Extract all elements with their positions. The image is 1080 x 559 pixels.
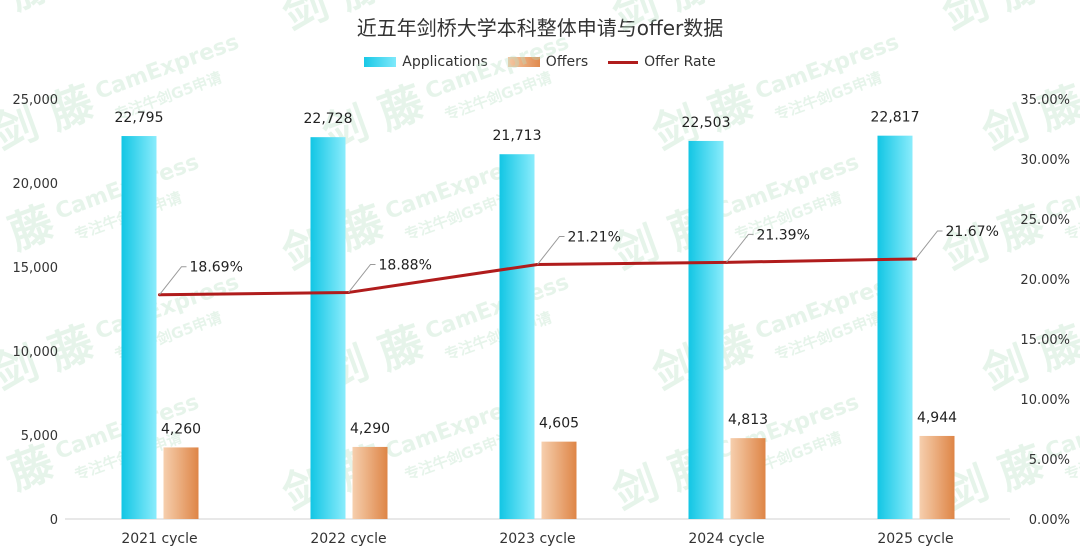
right-axis-tick-label: 35.00%: [1020, 93, 1070, 108]
data-label-offer-rate: 21.39%: [757, 227, 810, 243]
watermark-brand: 剑 藤: [936, 0, 1051, 40]
offer-rate-leader-line: [915, 230, 943, 260]
bar-applications: [310, 137, 346, 519]
data-label-offers: 4,290: [350, 421, 390, 437]
watermark-tagline: 专注牛剑G5申请: [72, 0, 184, 4]
left-axis-tick-label: 15,000: [13, 261, 59, 276]
legend-label-applications: Applications: [402, 54, 488, 70]
offer-rate-leader-line: [537, 235, 565, 265]
left-axis-tick-label: 25,000: [13, 93, 59, 108]
data-label-offer-rate: 18.88%: [379, 257, 432, 273]
x-axis-category-label: 2024 cycle: [688, 531, 764, 547]
legend-swatch-applications: [364, 57, 397, 67]
left-axis-tick-label: 5,000: [21, 429, 58, 444]
data-label-offers: 4,944: [917, 410, 957, 426]
watermark-brand: 剑 藤: [0, 0, 61, 40]
bar-offers: [163, 447, 199, 519]
legend-swatch-offer-rate: [608, 60, 639, 64]
watermark-brand: 剑 藤: [976, 317, 1080, 400]
right-axis-tick-label: 25.00%: [1020, 213, 1070, 228]
data-label-offer-rate: 21.21%: [568, 229, 621, 245]
legend-item-offers[interactable]: Offers: [507, 54, 589, 70]
bar-applications: [499, 154, 535, 519]
bar-applications: [877, 135, 913, 520]
right-axis-tick-label: 15.00%: [1020, 333, 1070, 348]
x-axis-category-label: 2023 cycle: [499, 531, 575, 547]
bar-offers: [541, 441, 577, 519]
data-label-applications: 22,817: [871, 110, 920, 126]
right-axis-tick-label: 5.00%: [1029, 453, 1070, 468]
right-axis-tick-label: 0.00%: [1029, 513, 1070, 528]
data-labels: 22,795 4,260 22,728 4,290 21,713 4,605 22,503 4…: [115, 110, 999, 438]
data-label-offers: 4,813: [728, 412, 768, 428]
watermark-tagline: 专注牛剑G5申请: [732, 0, 844, 4]
right-axis-tick-label: 20.00%: [1020, 273, 1070, 288]
x-axis-category-label: 2022 cycle: [310, 531, 386, 547]
offer-rate-line-group: [158, 230, 943, 297]
watermark-layer: 剑 藤CamExpress专注牛剑G5申请剑 藤CamExpress专注牛剑G5…: [0, 0, 1080, 520]
legend-label-offers: Offers: [545, 54, 589, 70]
chart-legend: Applications Offers Offer Rate: [0, 54, 1080, 70]
data-label-applications: 21,713: [493, 128, 542, 144]
bar-offers: [919, 435, 955, 519]
bar-applications: [121, 136, 157, 519]
data-label-applications: 22,728: [304, 111, 353, 127]
data-label-offer-rate: 21.67%: [946, 224, 999, 240]
legend-item-offer-rate[interactable]: Offer Rate: [608, 54, 716, 70]
bars: [121, 135, 955, 520]
data-label-applications: 22,795: [115, 110, 164, 126]
watermark-brand: 剑 藤: [976, 77, 1080, 160]
watermark-brand: 剑 藤: [276, 0, 391, 40]
legend-label-offer-rate: Offer Rate: [644, 54, 716, 70]
left-axis-tick-label: 20,000: [13, 177, 59, 192]
axes: 0 5,000 10,000 15,000 20,000 25,000 0.00% 5.00%…: [13, 93, 1071, 547]
data-label-applications: 22,503: [682, 115, 731, 131]
x-axis-category-label: 2021 cycle: [121, 531, 197, 547]
left-axis-tick-label: 10,000: [13, 345, 59, 360]
watermark-brand: 剑 藤: [0, 77, 101, 160]
bar-applications: [688, 140, 724, 520]
data-label-offers: 4,260: [161, 421, 201, 437]
chart-title: 近五年剑桥大学本科整体申请与offer数据: [356, 16, 724, 40]
bar-offers: [352, 446, 388, 519]
offer-rate-leader-line: [348, 263, 376, 293]
watermark-tagline: 专注牛剑G5申请: [1062, 0, 1080, 4]
right-axis-tick-label: 10.00%: [1020, 393, 1070, 408]
right-axis-tick-label: 30.00%: [1020, 153, 1070, 168]
legend-item-applications[interactable]: Applications: [364, 54, 488, 70]
watermark-brand: 剑 藤: [606, 0, 721, 40]
bar-offers: [730, 438, 766, 519]
left-axis-tick-label: 0: [50, 513, 58, 528]
watermark-tagline: 专注牛剑G5申请: [402, 0, 514, 4]
data-label-offers: 4,605: [539, 416, 579, 432]
data-label-offer-rate: 18.69%: [190, 260, 243, 276]
watermark-brand: 剑 藤: [0, 437, 61, 520]
legend-swatch-offers: [507, 57, 540, 67]
offer-rate-leader-line: [726, 233, 754, 263]
x-axis-category-label: 2025 cycle: [877, 531, 953, 547]
offer-rate-leader-line: [159, 266, 187, 296]
